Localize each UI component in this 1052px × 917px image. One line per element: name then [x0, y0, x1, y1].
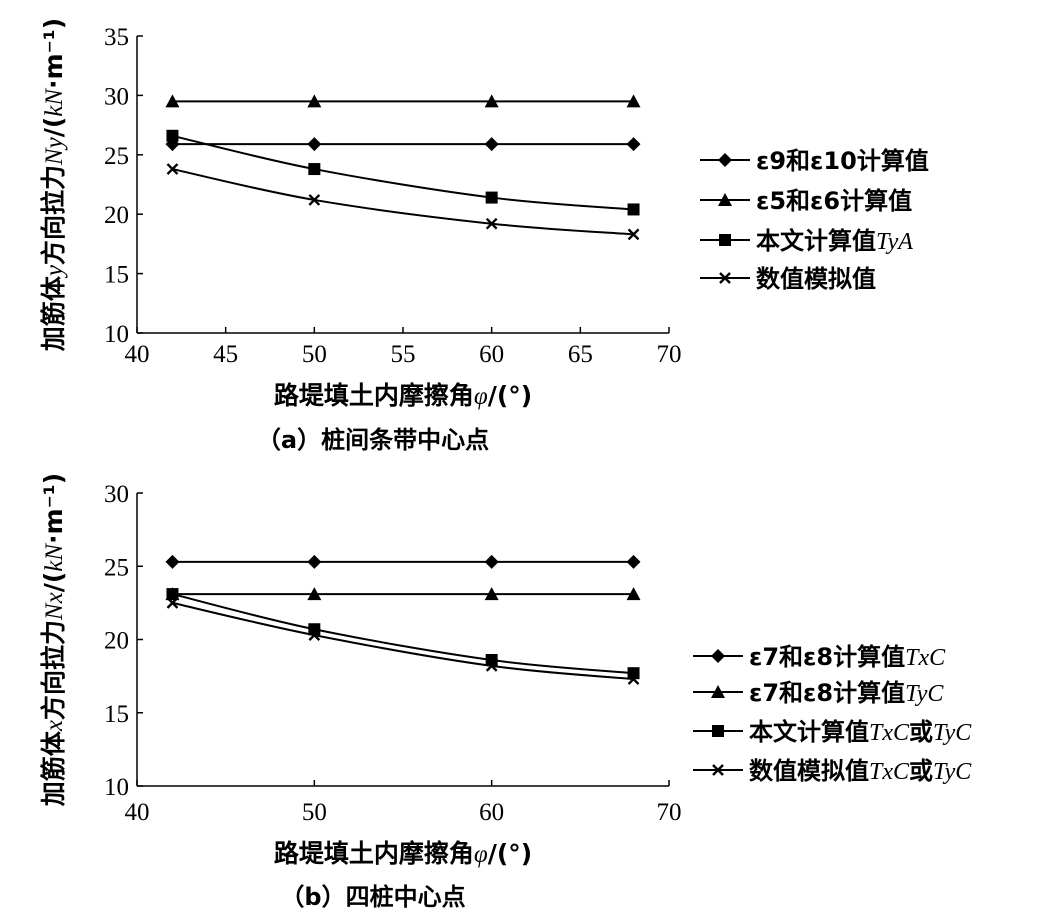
- marker-x: [712, 764, 724, 776]
- chart-b: 10 15 20 25 30 40 50 60 70 路堤填土内摩擦角φ/(°) 加筋体x方向拉力N…: [39, 473, 972, 911]
- y-tick-label: 15: [104, 262, 129, 289]
- marker-square: [485, 191, 498, 204]
- y-tick-label: 15: [104, 701, 129, 728]
- series-3: [166, 588, 640, 680]
- series-line: [172, 601, 634, 681]
- legend-entry-1: ε7和ε8计算值TxC: [693, 643, 946, 671]
- y-tick-label: 25: [104, 554, 129, 581]
- y-axis-label: 加筋体x方向拉力Nx/(kN·m⁻¹): [39, 473, 68, 807]
- series-1: [165, 137, 641, 152]
- marker-triangle: [718, 193, 732, 206]
- legend-entry-4: 数值模拟值TxC或TyC: [693, 757, 972, 785]
- series-4: [166, 597, 640, 685]
- marker-square: [627, 203, 640, 216]
- marker-diamond: [165, 554, 180, 569]
- marker-x: [485, 217, 498, 230]
- marker-triangle: [626, 94, 641, 108]
- marker-triangle: [484, 94, 499, 108]
- marker-diamond: [626, 137, 641, 152]
- series-4: [166, 163, 640, 241]
- series-line: [172, 168, 634, 236]
- marker-square: [712, 725, 724, 737]
- marker-diamond: [484, 554, 499, 569]
- marker-x: [166, 597, 179, 609]
- chart-caption: （a）桩间条带中心点: [257, 426, 489, 454]
- legend-label: 数值模拟值: [756, 265, 876, 293]
- marker-triangle: [307, 587, 322, 601]
- y-tick-label: 20: [104, 202, 129, 229]
- marker-triangle: [165, 94, 180, 108]
- marker-x: [166, 163, 179, 175]
- marker-square: [166, 129, 179, 142]
- x-axis-label: 路堤填土内摩擦角φ/(°): [274, 839, 532, 868]
- legend-label: ε7和ε8计算值TxC: [749, 643, 946, 671]
- series-3: [166, 129, 640, 216]
- series-line: [172, 134, 634, 211]
- x-tick-label: 55: [391, 341, 416, 368]
- chart-a: 10 15 20 25 30 35 40 45 50 55 60 65 70 路堤填土内摩擦角φ/(°) 加…: [39, 18, 929, 454]
- marker-x: [627, 673, 640, 685]
- marker-diamond: [484, 137, 499, 152]
- legend-label: ε9和ε10计算值: [756, 147, 929, 175]
- legend-entry-2: ε5和ε6计算值: [700, 187, 912, 215]
- x-tick-label: 50: [302, 799, 327, 826]
- marker-diamond: [626, 554, 641, 569]
- legend-label: ε7和ε8计算值TyC: [749, 679, 944, 707]
- y-tick-label: 10: [104, 774, 129, 801]
- marker-triangle: [307, 94, 322, 108]
- marker-x: [485, 660, 498, 672]
- marker-x: [719, 272, 731, 284]
- series-2: [165, 94, 641, 108]
- x-tick-label: 65: [568, 341, 593, 368]
- marker-triangle: [484, 587, 499, 601]
- legend-entry-1: ε9和ε10计算值: [700, 147, 929, 175]
- marker-diamond: [711, 649, 725, 663]
- x-tick-label: 45: [213, 341, 238, 368]
- marker-x: [308, 194, 321, 206]
- y-tick-label: 10: [104, 321, 129, 348]
- marker-square: [308, 163, 321, 176]
- series-line: [172, 593, 634, 675]
- marker-diamond: [307, 137, 322, 152]
- marker-triangle: [711, 685, 725, 698]
- x-tick-label: 60: [479, 341, 504, 368]
- x-axis-label: 路堤填土内摩擦角φ/(°): [274, 381, 532, 410]
- marker-x: [627, 228, 640, 241]
- marker-diamond: [718, 153, 732, 167]
- marker-triangle: [626, 587, 641, 601]
- x-tick-label: 60: [479, 799, 504, 826]
- legend-entry-3: 本文计算值TyA: [700, 227, 913, 255]
- legend-entry-3: 本文计算值TxC或TyC: [693, 718, 972, 746]
- x-tick-label: 70: [657, 799, 682, 826]
- legend-label: 本文计算值TxC或TyC: [749, 718, 972, 746]
- legend-label: 数值模拟值TxC或TyC: [749, 757, 972, 785]
- x-tick-label: 70: [657, 341, 682, 368]
- legend-entry-4: 数值模拟值: [700, 265, 876, 293]
- marker-square: [166, 588, 179, 601]
- series-2: [165, 587, 641, 601]
- y-tick-label: 20: [104, 628, 129, 655]
- series-1: [165, 554, 641, 569]
- y-axis-label: 加筋体y方向拉力Ny/(kN·m⁻¹): [39, 18, 68, 352]
- marker-square: [719, 234, 731, 246]
- y-tick-label: 35: [104, 24, 129, 51]
- x-tick-label: 40: [125, 341, 150, 368]
- legend-label: ε5和ε6计算值: [756, 187, 912, 215]
- marker-diamond: [307, 554, 322, 569]
- x-tick-label: 50: [302, 341, 327, 368]
- y-tick-label: 25: [104, 143, 129, 170]
- y-tick-label: 30: [104, 481, 129, 508]
- legend-label: 本文计算值TyA: [756, 227, 913, 255]
- marker-x: [308, 629, 321, 641]
- legend-entry-2: ε7和ε8计算值TyC: [693, 679, 944, 707]
- chart-caption: （b）四桩中心点: [280, 883, 465, 911]
- y-tick-label: 30: [104, 83, 129, 110]
- x-tick-label: 40: [125, 799, 150, 826]
